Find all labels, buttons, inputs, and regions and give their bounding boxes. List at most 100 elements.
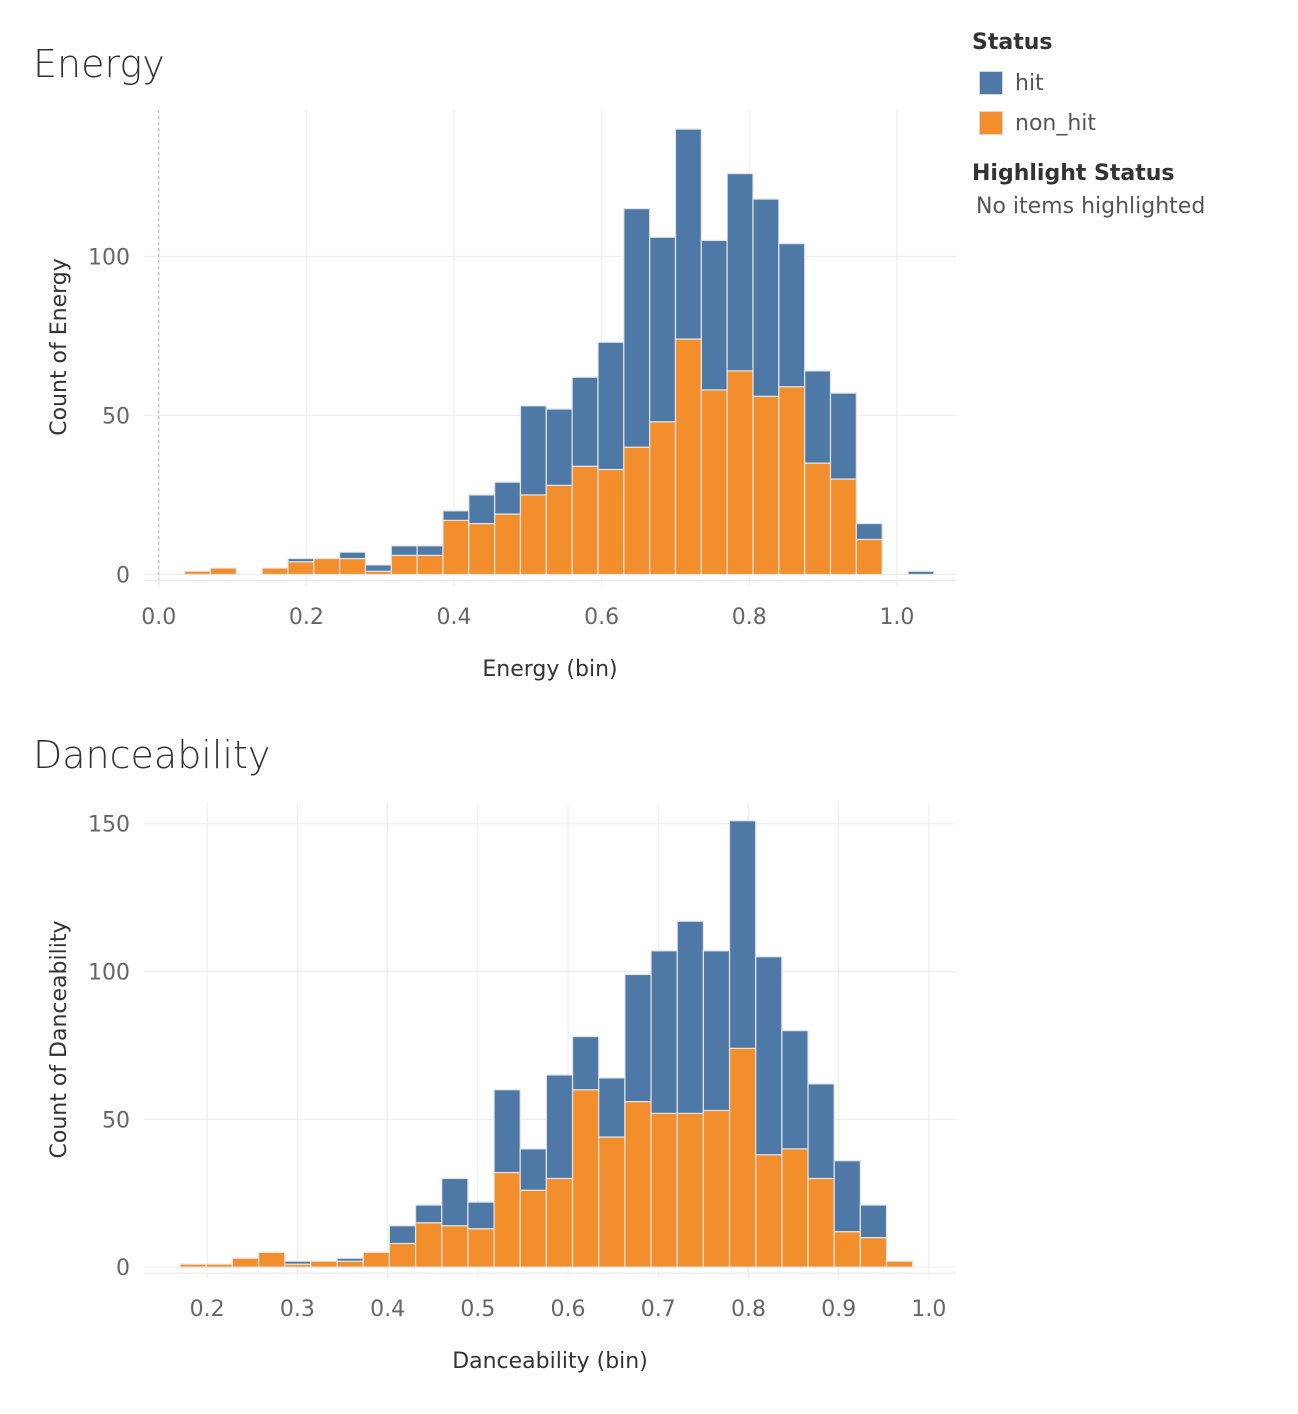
bar-non-hit (702, 1109, 731, 1268)
bar-hit (649, 236, 677, 423)
bar-non-hit (781, 1148, 809, 1268)
bar-non-hit (287, 561, 315, 576)
bar-non-hit (623, 446, 651, 576)
danceability-histogram: 0.2 0.3 0.4 0.5 0.6 0.7 0.8 0.9 1.0 0 50 100 150 Danc… (47, 803, 956, 1374)
bar-hit (598, 1077, 626, 1138)
y-tick-label: 0 (116, 1256, 130, 1281)
bar-non-hit (676, 1112, 704, 1268)
bar-non-hit (231, 1257, 260, 1268)
energy-histogram: 0.0 0.2 0.4 0.6 0.8 1.0 0 50 100 Energy (bin) Coun… (47, 110, 956, 682)
bar-non-hit (442, 519, 470, 576)
bar-non-hit (467, 1228, 495, 1268)
y-axis-label: Count of Danceability (47, 921, 72, 1159)
x-tick-label: 0.6 (584, 605, 619, 630)
y-tick-label: 150 (88, 813, 130, 838)
x-tick-label: 0.3 (280, 1297, 315, 1322)
x-tick-label: 1.0 (911, 1297, 946, 1322)
bar-hit (519, 405, 547, 496)
bar-non-hit (829, 478, 857, 576)
bar-non-hit (336, 1260, 364, 1268)
bar-hit (676, 920, 704, 1115)
y-tick-label: 50 (102, 404, 130, 429)
bar-hit (287, 557, 315, 563)
bar-hit (650, 950, 678, 1115)
bar-hit (597, 341, 625, 471)
legend: Status hit non_hit Highlight Status No i… (972, 30, 1272, 219)
x-tick-label: 0.5 (460, 1297, 495, 1322)
x-tick-label: 0.4 (437, 605, 472, 630)
bar-non-hit (390, 554, 418, 576)
y-tick-label: 100 (88, 245, 130, 270)
bar-hit (859, 1204, 888, 1239)
chart-title-energy: Energy (33, 42, 165, 86)
bar-non-hit (571, 1089, 600, 1268)
bar-hit (624, 973, 652, 1103)
bar-non-hit (362, 1251, 391, 1268)
bar-non-hit (493, 1171, 521, 1268)
x-tick-label: 0.0 (141, 605, 176, 630)
bar-non-hit (674, 338, 702, 576)
bar-hit (781, 1030, 809, 1150)
bar-non-hit (519, 494, 547, 576)
bar-hit (545, 1074, 574, 1180)
bar-hit (752, 198, 780, 397)
legend-title: Status (972, 30, 1053, 55)
bar-hit (414, 1204, 443, 1224)
y-tick-label: 100 (88, 961, 130, 986)
bar-non-hit (310, 1260, 338, 1268)
x-tick-label: 0.7 (641, 1297, 676, 1322)
bar-hit (545, 408, 573, 486)
x-tick-label: 0.2 (289, 605, 324, 630)
bar-hit (339, 551, 367, 560)
x-axis-label: Danceability (bin) (452, 1349, 648, 1374)
bar-non-hit (545, 484, 573, 576)
bar-hit (728, 820, 757, 1049)
bar-non-hit (339, 557, 367, 576)
bar-non-hit (205, 1263, 234, 1268)
bar-non-hit (855, 538, 883, 576)
bar-non-hit (179, 1263, 207, 1268)
bar-non-hit (624, 1100, 652, 1268)
x-tick-label: 0.8 (732, 605, 767, 630)
bar-non-hit (700, 389, 728, 576)
legend-item-non-hit[interactable]: non_hit (972, 103, 1272, 143)
bar-non-hit (885, 1260, 914, 1268)
bar-non-hit (598, 1136, 626, 1268)
bar-hit (390, 545, 418, 556)
bar-hit (364, 564, 392, 572)
bar-hit (388, 1225, 417, 1245)
bar-non-hit (545, 1177, 574, 1268)
bar-hit (674, 128, 702, 340)
x-axis-label: Energy (bin) (482, 657, 617, 682)
x-tick-label: 0.4 (370, 1297, 405, 1322)
x-tick-label: 1.0 (879, 605, 914, 630)
bar-hit (700, 239, 728, 391)
x-tick-label: 0.6 (551, 1297, 586, 1322)
bar-non-hit (804, 462, 832, 576)
bar-hit (571, 1035, 600, 1091)
bar-hit (441, 1177, 469, 1227)
bar-hit (494, 481, 522, 515)
bar-non-hit (416, 554, 444, 576)
bar-hit (907, 570, 935, 576)
bar-non-hit (313, 557, 341, 576)
bar-hit (807, 1083, 835, 1180)
bar-non-hit (184, 570, 212, 576)
legend-item-hit[interactable]: hit (972, 63, 1272, 103)
bar-hit (829, 392, 857, 480)
bar-non-hit (441, 1225, 469, 1268)
y-tick-label: 50 (102, 1108, 130, 1133)
bar-hit (416, 545, 444, 556)
legend-swatch-hit (979, 71, 1003, 95)
bar-hit (468, 494, 496, 525)
bar-hit (833, 1160, 861, 1233)
bar-non-hit (728, 1047, 757, 1268)
bar-hit (467, 1201, 495, 1230)
bar-non-hit (752, 395, 780, 576)
highlight-status-text: No items highlighted (976, 194, 1206, 219)
legend-label-hit: hit (1015, 70, 1044, 96)
bar-non-hit (649, 421, 677, 576)
bar-hit (493, 1089, 521, 1174)
bar-hit (755, 956, 783, 1156)
bar-hit (442, 510, 470, 521)
